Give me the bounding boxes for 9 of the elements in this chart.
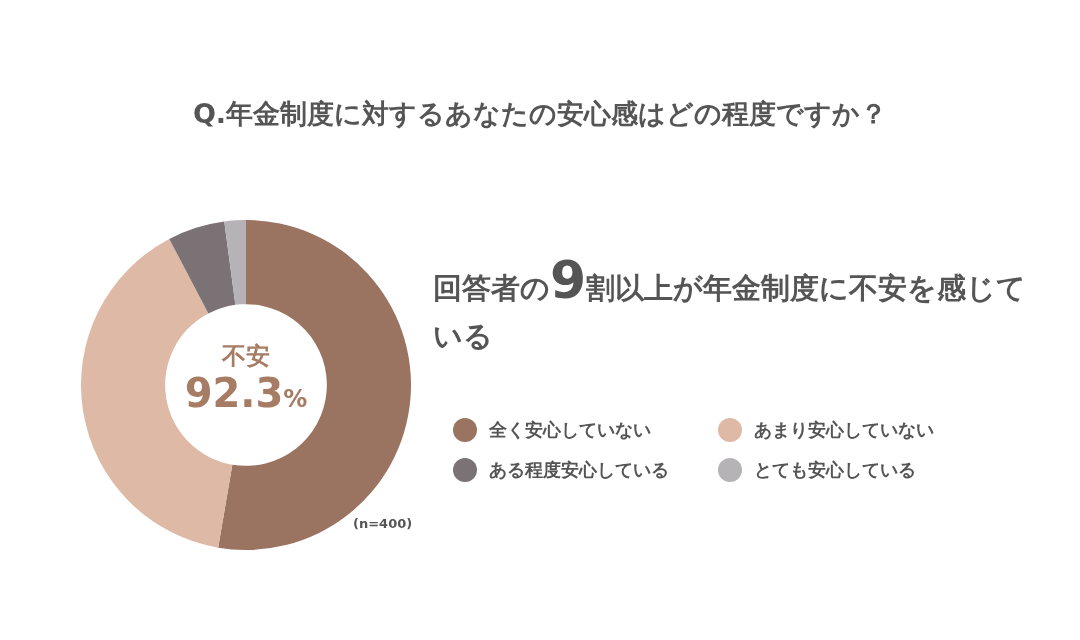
legend-label: 全く安心していない [488,418,652,442]
text: 92.3% [184,370,308,416]
legend-label: あまり安心していない [753,418,935,442]
chart-title: Q.年金制度に対するあなたの安心感はどの程度ですか？ [191,97,889,131]
text: 回答者の9割以上が年金制度に不安を感じている [433,250,1027,353]
text: 不安 [220,341,271,372]
legend-label: とても安心している [753,458,917,482]
legend-label: ある程度安心している [488,458,670,482]
text: (n=400) [353,516,413,531]
